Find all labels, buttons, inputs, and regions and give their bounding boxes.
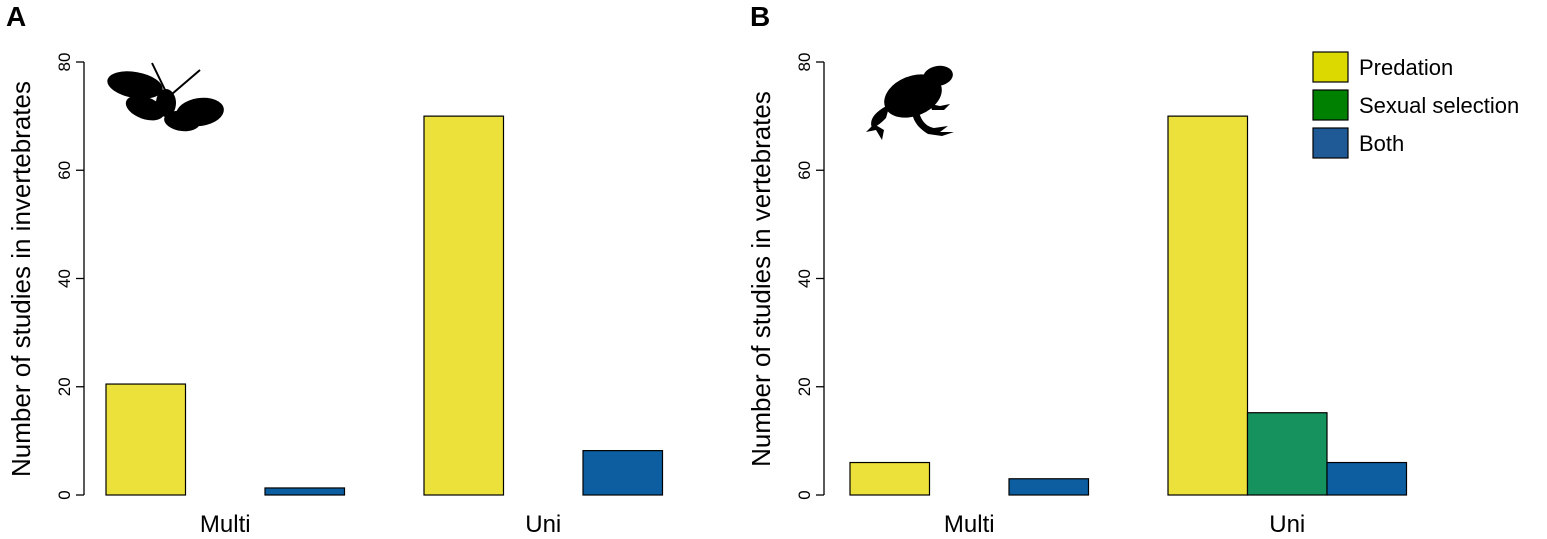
panel-b-bars	[849, 115, 1408, 496]
y-tick-label: 40	[795, 269, 814, 288]
y-tick-label: 0	[795, 490, 814, 499]
y-tick-label: 60	[55, 161, 74, 180]
y-tick-label: 20	[55, 377, 74, 396]
legend-label: Sexual selection	[1359, 93, 1519, 118]
legend-swatch	[1312, 127, 1349, 159]
bar	[582, 450, 664, 496]
panel-a-y-axis-label: Number of studies in invertebrates	[6, 81, 36, 477]
panel-b: B Number of studies in vertebrates 0 20 40…	[746, 1, 1408, 538]
category-label: Uni	[525, 511, 561, 538]
legend-label: Both	[1359, 131, 1404, 156]
legend-label: Predation	[1359, 55, 1453, 80]
panel-a-y-ticks: 0 20 40 60 80	[55, 53, 85, 500]
frog-silhouette-icon	[866, 65, 954, 140]
y-tick-label: 60	[795, 161, 814, 180]
category-label: Multi	[200, 511, 251, 538]
bar	[1008, 478, 1090, 496]
category-label: Uni	[1269, 511, 1305, 538]
category-label: Multi	[944, 511, 995, 538]
panel-letter-a: A	[6, 1, 26, 32]
legend-swatch	[1312, 51, 1349, 83]
y-tick-label: 40	[55, 269, 74, 288]
panel-a-bars	[105, 115, 664, 496]
legend-swatch	[1312, 89, 1349, 121]
bar	[105, 383, 187, 496]
panel-b-y-axis-label: Number of studies in vertebrates	[746, 91, 776, 467]
y-tick-label: 20	[795, 377, 814, 396]
bar	[423, 115, 505, 496]
bar	[264, 487, 346, 496]
legend: Predation Sexual selection Both	[1312, 51, 1519, 159]
butterfly-silhouette-icon	[107, 62, 224, 132]
y-tick-label: 80	[55, 53, 74, 72]
bar	[849, 461, 931, 496]
panel-a: A Number of studies in invertebrates 0 20…	[6, 1, 664, 538]
bar	[1167, 115, 1249, 496]
panel-b-category-labels: Multi Uni	[944, 511, 1305, 538]
y-tick-label: 0	[55, 490, 74, 499]
panel-letter-b: B	[750, 1, 770, 32]
bar	[1326, 461, 1408, 496]
bar	[1246, 412, 1328, 496]
panel-a-category-labels: Multi Uni	[200, 511, 561, 538]
panel-b-y-ticks: 0 20 40 60 80	[795, 53, 825, 500]
y-tick-label: 80	[795, 53, 814, 72]
